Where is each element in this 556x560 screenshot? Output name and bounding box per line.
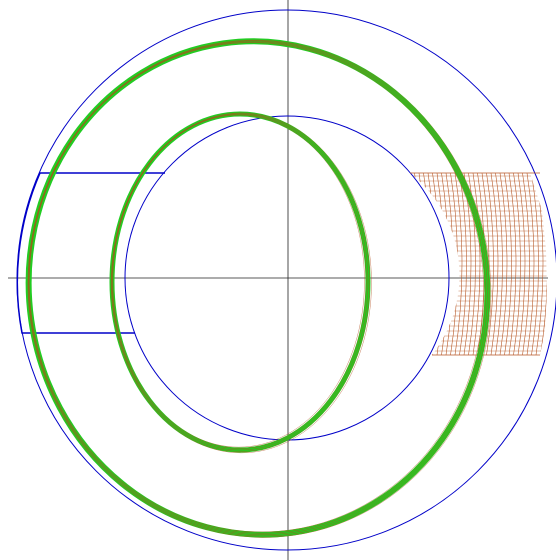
coil-winding-line [111,113,369,451]
hatch-line [531,173,539,355]
hatch-line [535,173,544,355]
hatch-line [522,173,530,355]
hatch-line [540,173,547,355]
hatch-line [544,173,547,355]
coil-band [25,38,491,538]
hatch-line [472,173,481,355]
coil-winding-line [27,39,492,538]
rectangular-port [16,172,165,334]
coil-winding-line [111,113,370,452]
coil-winding-line [112,114,365,448]
hatch-line [499,173,508,355]
coil-winding-line [110,112,372,454]
hatch-line [450,173,458,355]
hatch-line [445,173,454,355]
hatch-line [436,173,445,355]
hatch-line [410,173,418,355]
hatch-line [508,173,517,355]
hatch-line [513,173,521,355]
hatch-line [459,173,467,355]
coil-winding-line [28,40,490,537]
coil-winding-line [28,41,488,535]
coil-winding-line [29,42,484,533]
outer-coil-track [25,38,492,538]
inner-coil-track [109,111,372,454]
hatch-line [432,173,440,355]
coil-winding-line [28,41,486,534]
hatch-line [454,173,463,355]
hatch-line [490,173,499,355]
hatch-line [414,173,422,355]
hatched-section-outline [410,172,540,356]
hatch-line [441,173,449,355]
hatch-line [495,173,503,355]
hatch-line [418,173,427,355]
hatch-line [486,173,494,355]
hatch-line [526,173,535,355]
hatch-line [517,173,526,355]
coil-winding-line [112,114,367,449]
hatched-winding-section [410,173,547,355]
hatch-line [504,173,512,355]
